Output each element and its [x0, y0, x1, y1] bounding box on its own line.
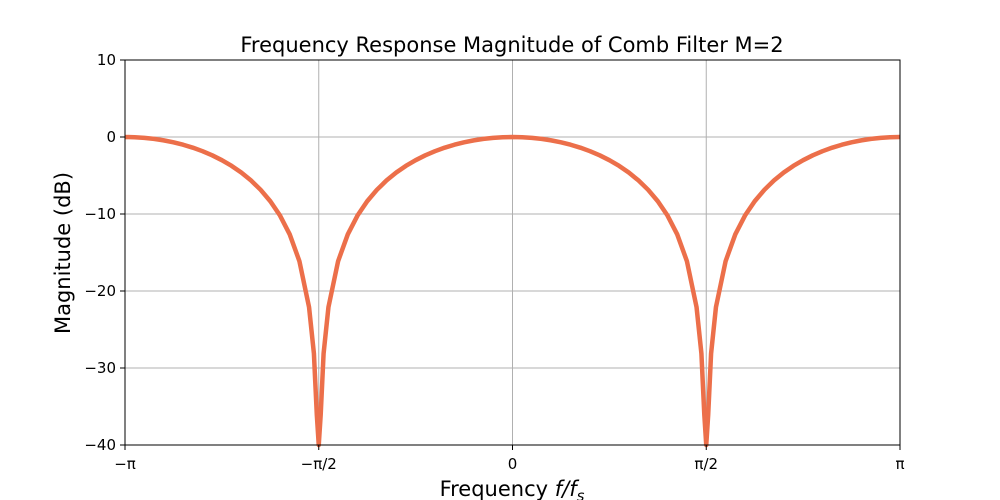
- grid: [124, 59, 901, 446]
- y-tick-label: 0: [106, 128, 116, 146]
- x-axis-label-sub: s: [577, 487, 585, 500]
- x-tick-label: −π/2: [301, 455, 337, 473]
- x-tick-label: π: [895, 455, 904, 473]
- y-tick-label: −20: [84, 282, 116, 300]
- x-axis-label-text: Frequency: [440, 477, 555, 500]
- y-tick-label: −40: [84, 436, 116, 454]
- x-tick-label: π/2: [694, 455, 718, 473]
- y-tick-label: −10: [84, 205, 116, 223]
- y-tick-label: −30: [84, 359, 116, 377]
- y-tick-label: 10: [97, 51, 116, 69]
- x-tick-label: 0: [508, 455, 518, 473]
- x-axis-label: Frequency f/fs: [440, 477, 585, 500]
- x-axis-label-math: f/f: [555, 477, 580, 500]
- series-line: [124, 134, 901, 448]
- ticks: −π −π/2 0 π/2 π 10 0 −10 −20 −30 −40: [84, 51, 904, 473]
- y-axis-label: Magnitude (dB): [51, 172, 75, 334]
- chart-title: Frequency Response Magnitude of Comb Fil…: [240, 33, 783, 57]
- x-tick-label: −π: [114, 455, 136, 473]
